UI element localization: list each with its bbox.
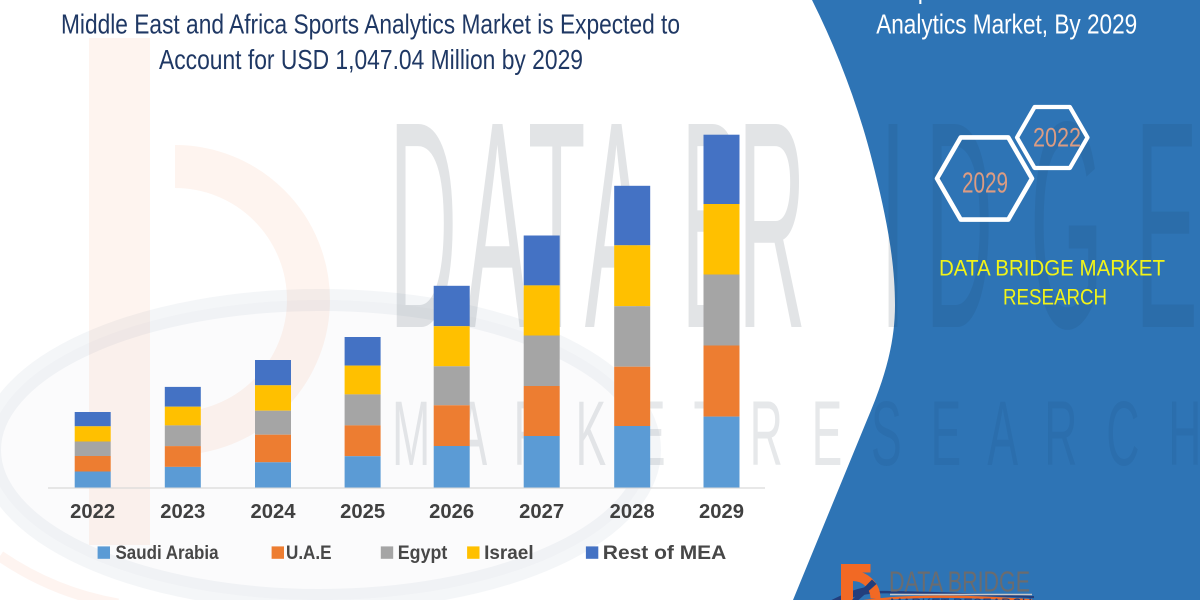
svg-text:2029: 2029	[962, 168, 1008, 200]
svg-text:MARKET RESEARCH: MARKET RESEARCH	[890, 597, 1032, 600]
svg-text:2027: 2027	[519, 501, 564, 523]
svg-text:2023: 2023	[160, 501, 205, 523]
svg-text:U.A.E: U.A.E	[286, 542, 332, 564]
svg-text:Analytics Market, By 2029: Analytics Market, By 2029	[876, 8, 1137, 39]
svg-text:Account for USD 1,047.04 Milli: Account for USD 1,047.04 Million by 2029	[159, 44, 583, 75]
svg-text:2025: 2025	[340, 501, 385, 523]
svg-text:Rest of MEA: Rest of MEA	[603, 542, 727, 564]
svg-text:Middle East and Africa Sports: Middle East and Africa Sports	[665, 0, 970, 4]
svg-text:Saudi Arabia: Saudi Arabia	[116, 542, 219, 564]
svg-text:DATA BRIDGE MARKET: DATA BRIDGE MARKET	[939, 256, 1165, 281]
svg-text:RESEARCH: RESEARCH	[1003, 285, 1107, 310]
svg-text:2028: 2028	[610, 501, 655, 523]
svg-text:DATA BRIDGE: DATA BRIDGE	[889, 567, 1030, 599]
svg-text:2022: 2022	[70, 501, 115, 523]
svg-text:2022: 2022	[1033, 122, 1081, 152]
svg-text:Egypt: Egypt	[398, 542, 448, 564]
svg-text:2029: 2029	[699, 501, 744, 523]
svg-text:2024: 2024	[251, 501, 297, 523]
svg-text:Middle East and Africa Sports: Middle East and Africa Sports Analytics …	[61, 9, 680, 40]
svg-text:Israel: Israel	[484, 542, 533, 564]
svg-text:2026: 2026	[429, 501, 474, 523]
